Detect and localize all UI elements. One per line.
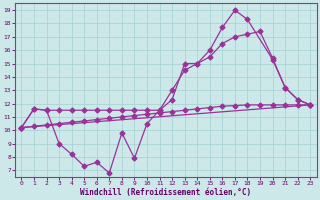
X-axis label: Windchill (Refroidissement éolien,°C): Windchill (Refroidissement éolien,°C) (80, 188, 252, 197)
